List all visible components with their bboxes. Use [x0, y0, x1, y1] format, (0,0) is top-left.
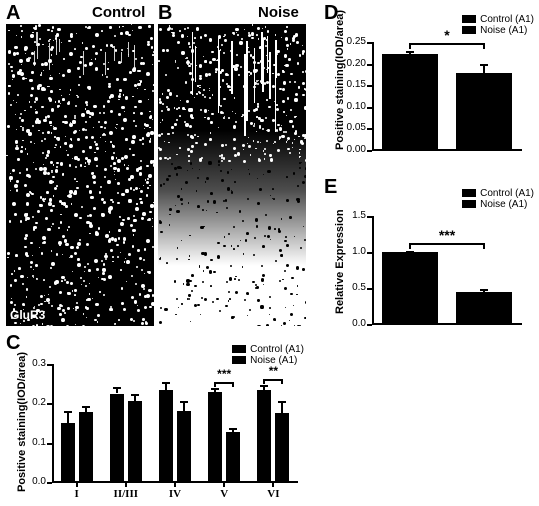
sig-label: ***	[432, 227, 462, 243]
legend-label: Noise (A1)	[480, 25, 527, 36]
bar	[275, 413, 289, 482]
condition-label-a: Control	[92, 4, 145, 21]
y-tick-label: 0.1	[14, 437, 46, 448]
legend-label: Noise (A1)	[480, 199, 527, 210]
bar	[177, 411, 191, 482]
y-tick-label: 0.00	[334, 144, 366, 155]
chart-d-legend: Control (A1) Noise (A1)	[462, 14, 534, 36]
bar	[382, 252, 438, 324]
bar	[257, 390, 271, 482]
bar	[110, 394, 124, 483]
legend-item: Control (A1)	[462, 188, 534, 199]
legend-label: Control (A1)	[250, 344, 304, 355]
legend-label: Control (A1)	[480, 188, 534, 199]
legend-swatch-icon	[462, 26, 476, 34]
y-tick-label: 0.0	[14, 476, 46, 487]
y-tick-label: 0.25	[334, 36, 366, 47]
bar	[159, 390, 173, 482]
sig-label: *	[437, 27, 457, 43]
chart-e-ytitle: Relative Expression	[334, 209, 346, 314]
bar	[61, 423, 75, 482]
chart-c: Positive staining(IOD/area) Control (A1)…	[6, 344, 306, 502]
panel-label-a: A	[6, 2, 20, 25]
legend-swatch-icon	[232, 356, 246, 364]
y-tick-label: 0.20	[334, 58, 366, 69]
legend-swatch-icon	[462, 189, 476, 197]
condition-label-b: Noise	[258, 4, 299, 21]
figure-root: A B Control Noise GluR3 D Positive stain…	[0, 0, 539, 506]
y-tick-label: 0.2	[14, 397, 46, 408]
bar	[128, 401, 142, 482]
sig-label: **	[259, 364, 287, 378]
x-category-label: VI	[249, 488, 298, 500]
y-tick-label: 0.05	[334, 122, 366, 133]
y-tick-label: 0.10	[334, 101, 366, 112]
legend-item: Control (A1)	[232, 344, 304, 355]
x-category-label: II/III	[101, 488, 150, 500]
legend-swatch-icon	[462, 200, 476, 208]
sig-label: ***	[210, 367, 238, 381]
chart-c-ytitle: Positive staining(IOD/area)	[16, 352, 28, 492]
bar	[382, 54, 438, 150]
y-tick-label: 0.15	[334, 79, 366, 90]
bar	[226, 432, 240, 482]
bar	[456, 292, 512, 324]
chart-e-legend: Control (A1) Noise (A1)	[462, 188, 534, 210]
chart-c-legend: Control (A1) Noise (A1)	[232, 344, 304, 366]
micrograph-control: GluR3	[6, 24, 154, 326]
panel-label-b: B	[158, 2, 172, 25]
chart-d: Positive staining(IOD/area) Control (A1)…	[324, 10, 534, 158]
legend-swatch-icon	[462, 15, 476, 23]
y-tick-label: 0.3	[14, 358, 46, 369]
legend-item: Noise (A1)	[462, 25, 534, 36]
x-category-label: V	[200, 488, 249, 500]
x-category-label: I	[52, 488, 101, 500]
y-tick-label: 0.0	[334, 318, 366, 329]
micrograph-noise	[158, 24, 306, 326]
bar	[208, 392, 222, 482]
y-tick-label: 0.5	[334, 282, 366, 293]
bar	[456, 73, 512, 150]
legend-label: Control (A1)	[480, 14, 534, 25]
legend-swatch-icon	[232, 345, 246, 353]
x-category-label: IV	[150, 488, 199, 500]
y-tick-label: 1.0	[334, 246, 366, 257]
legend-item: Noise (A1)	[462, 199, 534, 210]
y-tick-label: 1.5	[334, 210, 366, 221]
chart-e: Relative Expression Control (A1) Noise (…	[324, 184, 534, 332]
legend-item: Control (A1)	[462, 14, 534, 25]
bar	[79, 412, 93, 482]
